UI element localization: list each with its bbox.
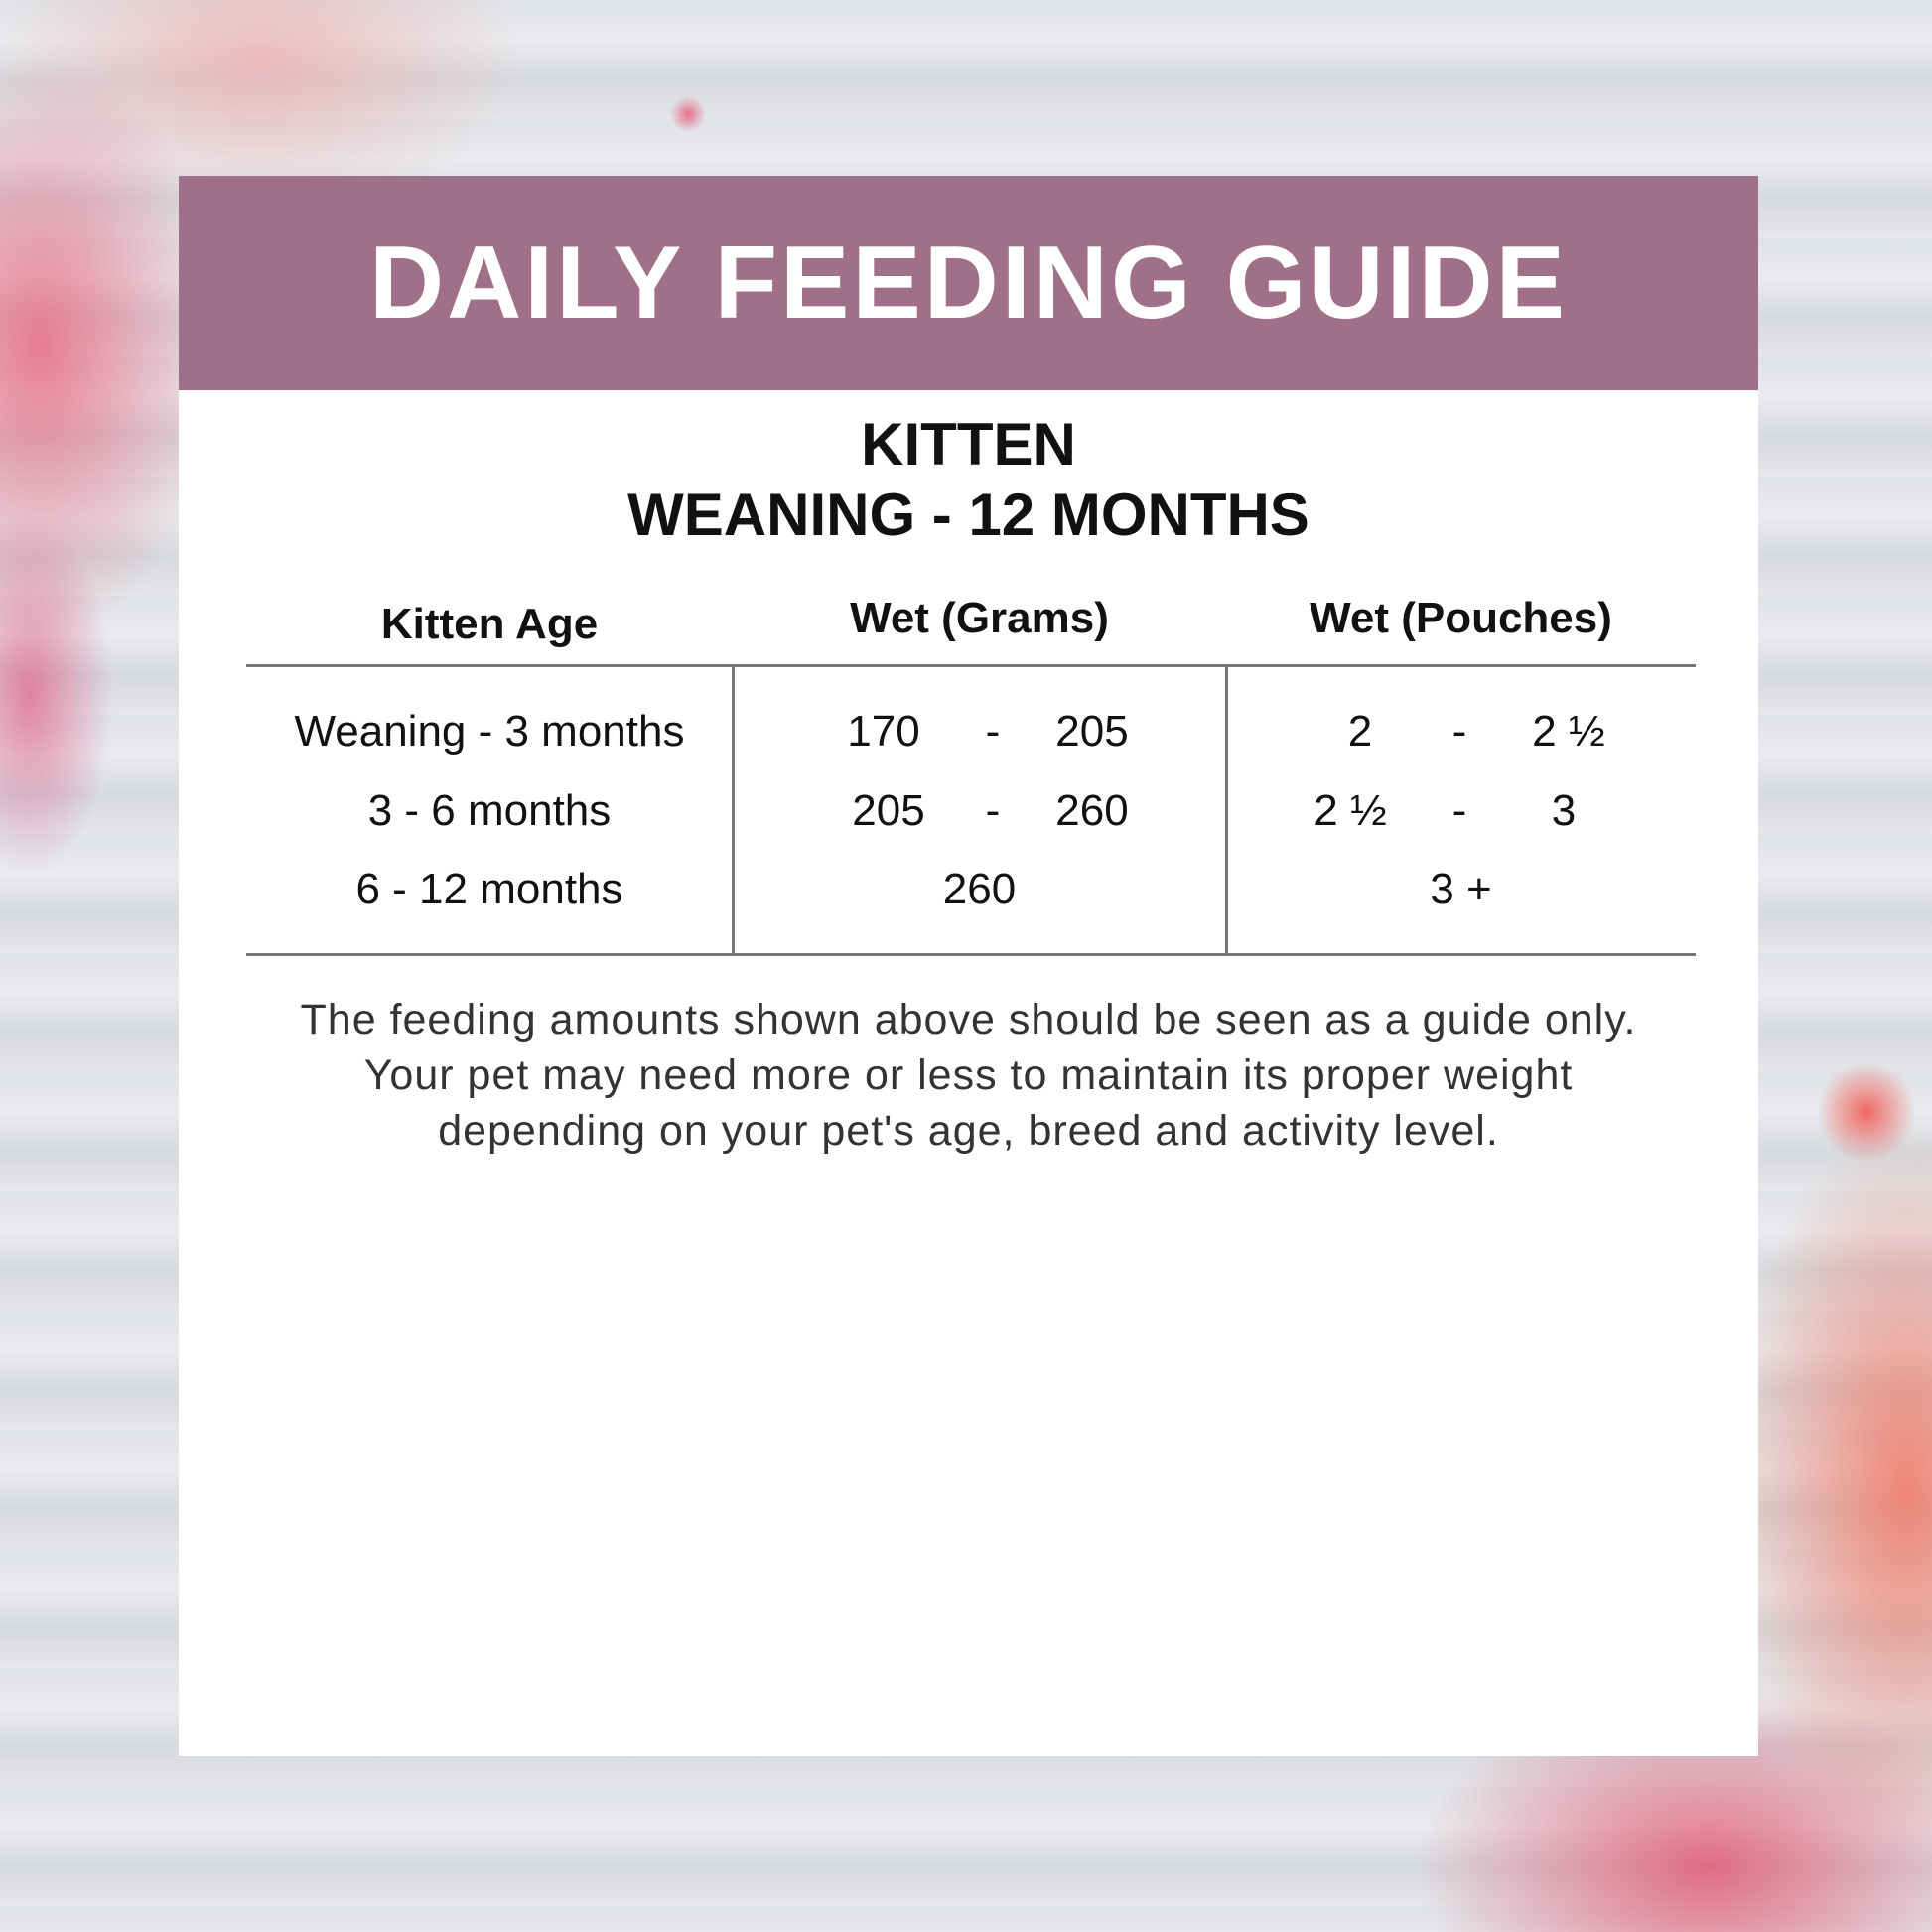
pouches-value: 3 +: [1430, 865, 1492, 913]
column-header-pouches: Wet (Pouches): [1310, 594, 1612, 642]
grams-min: 205: [852, 786, 925, 835]
grams-value: 260: [942, 865, 1017, 913]
pouches-max: 2 ½: [1532, 707, 1605, 756]
column-header-age: Kitten Age: [380, 600, 599, 648]
pouches-max: 3: [1551, 786, 1577, 835]
column-divider: [732, 665, 735, 955]
feeding-guide-card: DAILY FEEDING GUIDE KITTEN WEANING - 12 …: [179, 176, 1758, 1756]
range-dash: -: [1451, 786, 1467, 835]
grams-min: 170: [847, 707, 920, 756]
pouches-min: 2 ½: [1313, 786, 1387, 835]
feeding-disclaimer: The feeding amounts shown above should b…: [300, 996, 1637, 1155]
column-header-grams: Wet (Grams): [850, 594, 1109, 642]
subtitle-kitten: KITTEN: [861, 411, 1076, 478]
pouches-min: 2: [1347, 707, 1373, 756]
table-top-divider: [246, 664, 1696, 667]
row-age: 6 - 12 months: [355, 865, 623, 913]
page-title: DAILY FEEDING GUIDE: [369, 224, 1568, 341]
subtitle-age-range: WEANING - 12 MONTHS: [627, 482, 1310, 548]
grams-max: 260: [1055, 786, 1129, 835]
range-dash: -: [985, 707, 1001, 756]
table-bottom-divider: [246, 953, 1696, 956]
header-banner: DAILY FEEDING GUIDE: [179, 176, 1758, 390]
row-age: Weaning - 3 months: [294, 707, 685, 756]
column-divider: [1225, 665, 1228, 955]
range-dash: -: [985, 786, 1001, 835]
grams-max: 205: [1055, 707, 1129, 756]
range-dash: -: [1451, 707, 1467, 756]
row-age: 3 - 6 months: [367, 786, 612, 835]
